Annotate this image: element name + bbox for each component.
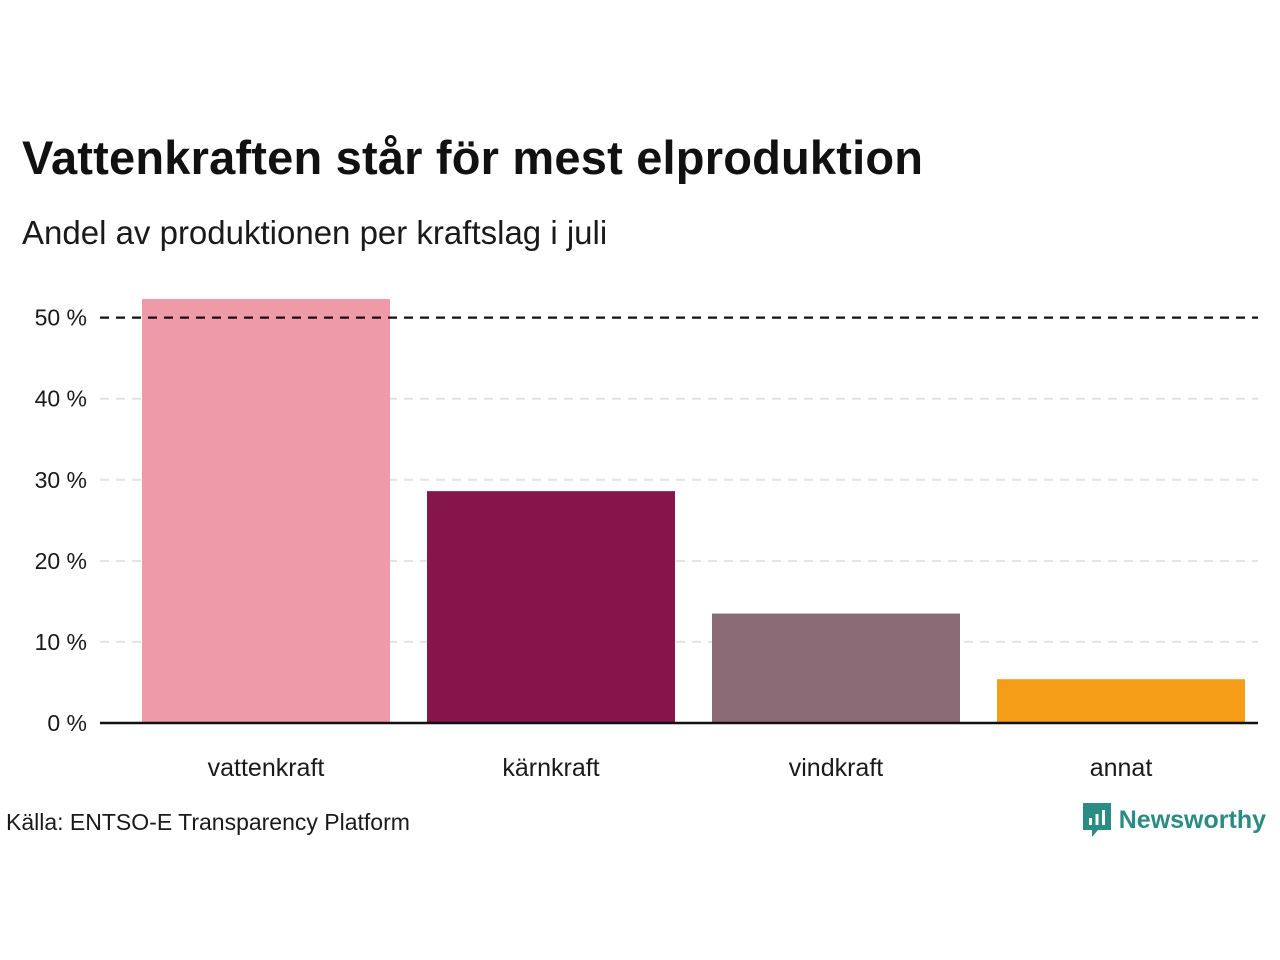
axes: 0 % 10 % 20 % 30 % 40 % 50 % vattenkraft kärnkr… <box>35 305 1258 782</box>
bar-annat <box>997 679 1245 723</box>
x-category-label: vindkraft <box>789 754 884 782</box>
bar-vindkraft <box>712 613 960 723</box>
x-category-label: annat <box>1090 754 1153 782</box>
y-tick-label: 20 % <box>35 548 87 574</box>
bars <box>142 299 1245 723</box>
brand-name: Newsworthy <box>1118 805 1266 834</box>
y-tick-label: 50 % <box>35 305 87 331</box>
chart-title: Vattenkraften står för mest elproduktion <box>22 131 924 184</box>
brand-logo: Newsworthy <box>1082 803 1266 837</box>
newsworthy-logo-icon <box>1082 803 1111 837</box>
x-category-label: vattenkraft <box>208 754 325 782</box>
source-note: Källa: ENTSO-E Transparency Platform <box>6 809 410 835</box>
bar-kärnkraft <box>427 491 675 723</box>
bar-vattenkraft <box>142 299 390 723</box>
x-category-label: kärnkraft <box>502 754 599 782</box>
y-tick-label: 30 % <box>35 467 87 493</box>
chart-subtitle: Andel av produktionen per kraftslag i ju… <box>22 214 608 251</box>
y-tick-label: 10 % <box>35 629 87 655</box>
y-tick-label: 40 % <box>35 386 87 412</box>
y-tick-label: 0 % <box>47 710 87 736</box>
